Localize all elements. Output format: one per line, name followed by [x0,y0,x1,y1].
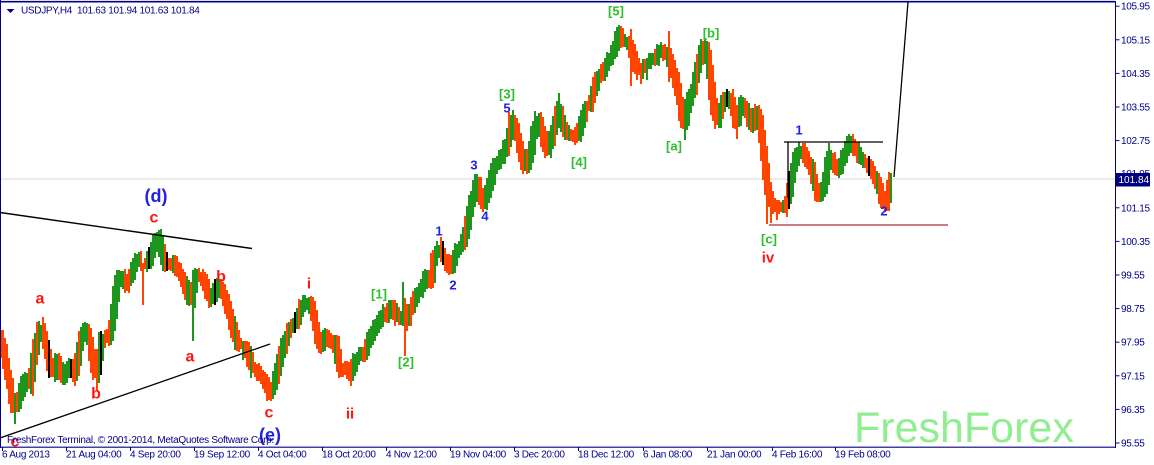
svg-text:4 Feb 16:00: 4 Feb 16:00 [772,450,823,461]
svg-text:FreshForex Terminal, © 2001-20: FreshForex Terminal, © 2001-2014, MetaQu… [7,435,274,446]
svg-text:ii: ii [346,406,354,423]
svg-text:[3]: [3] [499,87,515,102]
svg-text:18 Dec 12:00: 18 Dec 12:00 [578,450,635,461]
svg-text:USDJPY,H4 101.63 101.94 101.6: USDJPY,H4 101.63 101.94 101.63 101.84 [21,6,200,17]
svg-text:3: 3 [470,158,477,173]
svg-text:[2]: [2] [398,355,414,370]
svg-text:3 Dec 20:00: 3 Dec 20:00 [514,450,565,461]
svg-text:19 Nov 04:00: 19 Nov 04:00 [450,450,507,461]
svg-text:b: b [91,386,101,403]
svg-text:[5]: [5] [608,4,624,19]
svg-text:iv: iv [762,250,775,267]
svg-text:105.15: 105.15 [1121,35,1151,46]
svg-text:[a]: [a] [666,139,682,154]
svg-text:96.35: 96.35 [1121,405,1145,416]
svg-text:101.15: 101.15 [1121,203,1151,214]
svg-text:6 Aug 2013: 6 Aug 2013 [2,450,50,461]
svg-text:98.75: 98.75 [1121,304,1145,315]
svg-text:c: c [11,434,20,451]
svg-text:97.15: 97.15 [1121,371,1145,382]
svg-text:[c]: [c] [761,232,777,247]
svg-text:104.35: 104.35 [1121,69,1151,80]
svg-text:i: i [307,276,311,293]
svg-text:4: 4 [481,209,489,224]
svg-text:5: 5 [503,101,510,116]
svg-text:103.55: 103.55 [1121,103,1151,114]
svg-text:4 Oct 04:00: 4 Oct 04:00 [258,450,307,461]
svg-text:97.95: 97.95 [1121,338,1145,349]
svg-text:(e): (e) [259,425,281,445]
svg-text:102.75: 102.75 [1121,136,1151,147]
svg-text:21 Aug 04:00: 21 Aug 04:00 [66,450,122,461]
svg-text:4 Nov 12:00: 4 Nov 12:00 [386,450,437,461]
svg-text:99.55: 99.55 [1121,271,1145,282]
svg-text:6 Jan 08:00: 6 Jan 08:00 [643,450,693,461]
svg-text:19 Feb 08:00: 19 Feb 08:00 [835,450,891,461]
svg-text:2: 2 [880,204,887,219]
svg-text:b: b [216,269,226,286]
svg-text:a: a [186,349,195,366]
svg-text:100.35: 100.35 [1121,237,1151,248]
svg-text:a: a [36,291,45,308]
svg-text:1: 1 [795,123,802,138]
svg-text:101.84: 101.84 [1119,175,1150,186]
svg-text:[b]: [b] [703,26,720,41]
svg-text:c: c [265,405,274,422]
svg-text:21 Jan 00:00: 21 Jan 00:00 [707,450,762,461]
svg-text:2: 2 [449,278,456,293]
svg-text:95.55: 95.55 [1121,439,1145,450]
svg-text:18 Oct 20:00: 18 Oct 20:00 [322,450,376,461]
svg-text:[1]: [1] [371,287,387,302]
svg-text:(d): (d) [145,186,168,206]
svg-text:19 Sep 12:00: 19 Sep 12:00 [194,450,251,461]
svg-text:4 Sep 20:00: 4 Sep 20:00 [130,450,181,461]
svg-text:1: 1 [435,224,442,239]
svg-text:FreshForex: FreshForex [854,404,1074,452]
svg-text:c: c [150,210,159,227]
svg-text:[4]: [4] [571,155,587,170]
svg-text:105.95: 105.95 [1121,2,1151,13]
